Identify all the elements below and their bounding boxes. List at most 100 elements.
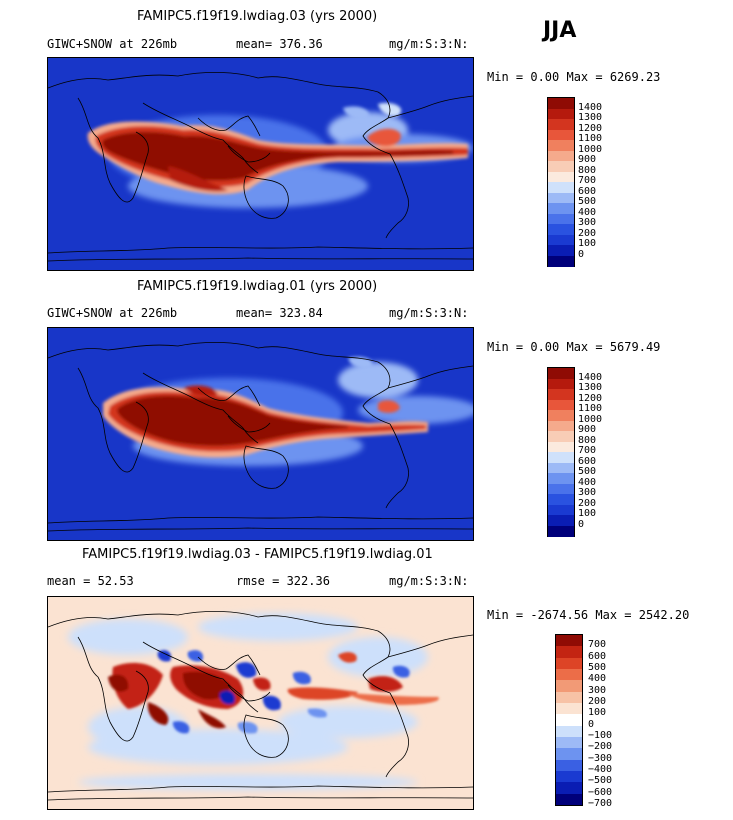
colorbar-tick-label: 700 bbox=[588, 639, 607, 651]
colorbar-tick-label: 900 bbox=[578, 154, 597, 165]
colorbar-tick-label: −500 bbox=[588, 775, 613, 787]
colorbar-tick-label: 500 bbox=[578, 466, 597, 477]
colorbar-swatch bbox=[548, 161, 574, 172]
colorbar-tick-label: 700 bbox=[578, 175, 597, 186]
panel-1-units-label: mg/m:S:3:N: bbox=[389, 37, 469, 51]
colorbar-swatch bbox=[548, 410, 574, 421]
colorbar-swatch bbox=[556, 714, 582, 727]
panel-1-coastlines bbox=[48, 71, 473, 262]
colorbar-tick-label: 800 bbox=[578, 164, 597, 176]
colorbar-tick-label: −600 bbox=[588, 786, 613, 798]
colorbar-swatch bbox=[556, 725, 582, 738]
colorbar-tick-label: −700 bbox=[588, 798, 613, 809]
colorbar-swatch bbox=[548, 378, 574, 390]
panel-3-map bbox=[47, 596, 474, 810]
panel-1-colorbar bbox=[547, 97, 575, 267]
colorbar-swatch bbox=[556, 771, 582, 783]
panel-3-coastlines bbox=[48, 610, 473, 801]
panel-1-mean-label: mean= 376.36 bbox=[236, 37, 323, 51]
colorbar-swatch bbox=[548, 504, 574, 516]
colorbar-swatch bbox=[548, 234, 574, 246]
colorbar-swatch bbox=[548, 452, 574, 463]
colorbar-tick-label: −300 bbox=[588, 752, 613, 764]
panel-2-mean-label: mean= 323.84 bbox=[236, 306, 323, 320]
colorbar-swatch bbox=[548, 431, 574, 442]
colorbar-swatch bbox=[548, 368, 574, 379]
colorbar-tick-label: 1400 bbox=[578, 101, 603, 113]
colorbar-tick-label: 1200 bbox=[578, 122, 603, 134]
colorbar-swatch bbox=[548, 224, 574, 235]
colorbar-swatch bbox=[548, 150, 574, 162]
colorbar-tick-label: −200 bbox=[588, 741, 613, 753]
colorbar-swatch bbox=[548, 192, 574, 204]
colorbar-swatch bbox=[556, 703, 582, 715]
colorbar-tick-label: 300 bbox=[578, 487, 597, 498]
colorbar-tick-label: 200 bbox=[578, 497, 597, 509]
colorbar-swatch bbox=[556, 635, 582, 647]
colorbar-swatch bbox=[556, 657, 582, 670]
colorbar-swatch bbox=[556, 782, 582, 795]
colorbar-swatch bbox=[548, 255, 574, 267]
colorbar-swatch bbox=[548, 389, 574, 400]
panel-3-minmax-label: Min = -2674.56 Max = 2542.20 bbox=[487, 608, 690, 622]
colorbar-swatch bbox=[556, 646, 582, 659]
colorbar-swatch bbox=[548, 203, 574, 214]
colorbar-tick-label: 1100 bbox=[578, 133, 603, 144]
colorbar-swatch bbox=[548, 182, 574, 193]
colorbar-swatch bbox=[556, 748, 582, 761]
colorbar-swatch bbox=[556, 669, 582, 681]
colorbar-tick-label: 600 bbox=[588, 650, 607, 662]
colorbar-tick-label: 1100 bbox=[578, 403, 603, 414]
colorbar-tick-label: 500 bbox=[588, 662, 607, 673]
colorbar-tick-label: 0 bbox=[578, 248, 585, 260]
colorbar-swatch bbox=[548, 441, 574, 453]
colorbar-tick-label: 100 bbox=[578, 508, 597, 519]
colorbar-tick-label: 1300 bbox=[578, 382, 603, 393]
colorbar-tick-label: 400 bbox=[588, 673, 607, 685]
colorbar-tick-label: 200 bbox=[588, 696, 607, 707]
colorbar-tick-label: 500 bbox=[578, 196, 597, 207]
colorbar-swatch bbox=[548, 245, 574, 256]
colorbar-tick-label: 400 bbox=[578, 206, 597, 218]
panel-3-rmse-label: rmse = 322.36 bbox=[236, 574, 330, 588]
season-label: JJA bbox=[543, 18, 577, 43]
colorbar-tick-label: −100 bbox=[588, 730, 613, 741]
colorbar-tick-label: 800 bbox=[578, 434, 597, 446]
colorbar-swatch bbox=[548, 420, 574, 432]
panel-1-variable-label: GIWC+SNOW at 226mb bbox=[47, 37, 178, 51]
colorbar-tick-label: 300 bbox=[588, 684, 607, 696]
colorbar-tick-label: 1200 bbox=[578, 392, 603, 404]
colorbar-swatch bbox=[548, 494, 574, 505]
colorbar-swatch bbox=[548, 108, 574, 120]
panel-3-units-label: mg/m:S:3:N: bbox=[389, 574, 469, 588]
colorbar-tick-label: 1000 bbox=[578, 413, 603, 425]
panel-2-coastlines bbox=[48, 341, 473, 532]
colorbar-swatch bbox=[548, 515, 574, 526]
colorbar-tick-label: 1300 bbox=[578, 112, 603, 123]
colorbar-tick-label: 0 bbox=[588, 718, 595, 730]
colorbar-swatch bbox=[548, 171, 574, 183]
colorbar-swatch bbox=[556, 793, 582, 806]
colorbar-swatch bbox=[548, 129, 574, 141]
panel-2-units-label: mg/m:S:3:N: bbox=[389, 306, 469, 320]
colorbar-swatch bbox=[556, 737, 582, 749]
colorbar-tick-label: −400 bbox=[588, 764, 613, 775]
colorbar-tick-label: 600 bbox=[578, 455, 597, 467]
panel-1-map bbox=[47, 57, 474, 271]
colorbar-tick-label: 400 bbox=[578, 476, 597, 488]
colorbar-swatch bbox=[548, 213, 574, 225]
colorbar-swatch bbox=[556, 759, 582, 772]
panel-3-mean-label: mean = 52.53 bbox=[47, 574, 134, 588]
colorbar-swatch bbox=[548, 98, 574, 109]
panel-1-title: FAMIPC5.f19f19.lwdiag.03 (yrs 2000) bbox=[137, 9, 378, 24]
colorbar-tick-label: 200 bbox=[578, 227, 597, 239]
colorbar-tick-label: 700 bbox=[578, 445, 597, 456]
panel-1-minmax-label: Min = 0.00 Max = 6269.23 bbox=[487, 70, 661, 84]
panel-2-variable-label: GIWC+SNOW at 226mb bbox=[47, 306, 178, 320]
panel-2-title: FAMIPC5.f19f19.lwdiag.01 (yrs 2000) bbox=[137, 279, 378, 294]
colorbar-tick-label: 600 bbox=[578, 185, 597, 197]
colorbar-swatch bbox=[548, 399, 574, 411]
panel-2-map bbox=[47, 327, 474, 541]
panel-3-colorbar bbox=[555, 634, 583, 806]
panel-2-minmax-label: Min = 0.00 Max = 5679.49 bbox=[487, 340, 661, 354]
